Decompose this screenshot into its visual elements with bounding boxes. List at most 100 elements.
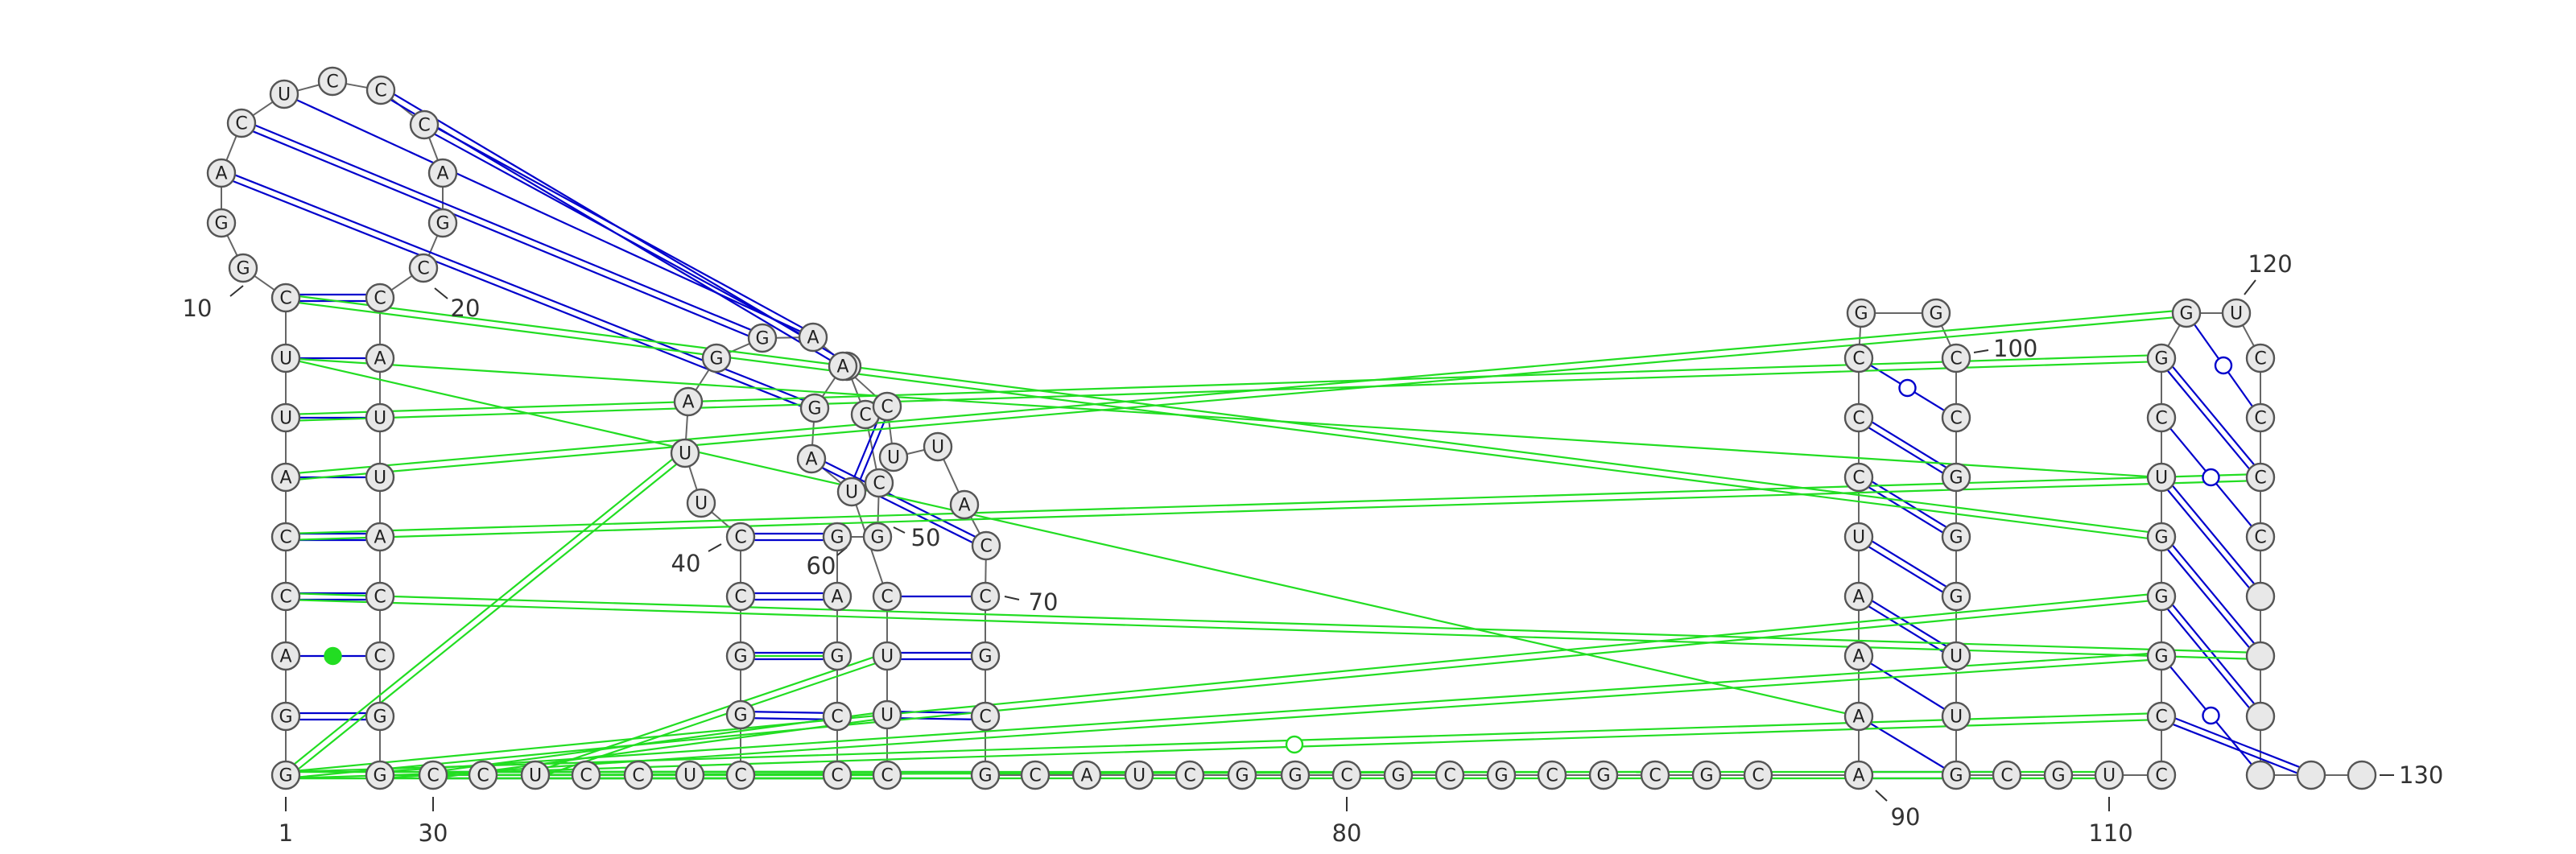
non-canonical-pair (299, 480, 2248, 541)
nucleotide: A (1843, 701, 1874, 732)
watson-crick-pair (1869, 722, 1946, 769)
non-canonical-pair (446, 712, 873, 771)
non-canonical-pair (299, 592, 2248, 654)
nucleotide: C (270, 581, 301, 612)
nucleotide: C (970, 701, 1001, 732)
nucleotide: G (1941, 760, 1971, 790)
nucleotide-letter: U (2155, 468, 2168, 489)
nucleotide: C (725, 581, 756, 612)
nucleotide-letter: C (2155, 409, 2167, 429)
watson-crick-pair (1872, 540, 1947, 588)
nucleotide: C (1743, 760, 1773, 790)
numbering-tick (1973, 349, 1989, 353)
nucleotide: U (878, 442, 909, 472)
nucleotide-letter: C (279, 289, 291, 309)
nucleotide: G (2146, 522, 2177, 552)
nucleotide-letter: C (881, 398, 893, 418)
numbering-tick (893, 526, 906, 534)
base-pair-lines (232, 93, 2301, 780)
nucleotide: G (725, 641, 756, 671)
nucleotide: G (2146, 581, 2177, 612)
nucleotide: A (1843, 641, 1874, 671)
nucleotide-letter: G (2154, 647, 2168, 667)
nucleotide: A (365, 522, 395, 552)
numbering-label-70: 70 (1029, 588, 1059, 616)
watson-crick-pair (1872, 421, 1947, 468)
watson-crick-pair (1868, 486, 1943, 534)
numbering-label-60: 60 (807, 552, 836, 580)
nucleotide-letter: A (279, 647, 291, 667)
backbone-segment (906, 448, 925, 456)
nucleotide: C (725, 760, 756, 790)
nucleotide-letter: C (2155, 766, 2167, 786)
nucleotide-letter: U (881, 647, 894, 667)
watson-crick-pair (437, 127, 803, 329)
nucleotide: A (1071, 760, 1102, 790)
nucleotide: G (747, 323, 778, 353)
nucleotide-letter: C (1852, 468, 1864, 489)
watson-crick-pair (1872, 481, 1947, 528)
nucleotide-letter: A (1852, 708, 1864, 728)
nucleotide: C (2146, 402, 2177, 433)
backbone-segment (225, 135, 237, 161)
backbone-segment (254, 274, 275, 291)
numbering-tick (708, 543, 722, 552)
nucleotide-letter: U (2103, 766, 2116, 786)
nucleotide-letter: A (374, 349, 386, 369)
non-canonical-pair (299, 302, 2148, 539)
nucleotide: C (970, 581, 1001, 612)
nucleotide: A (206, 158, 237, 188)
nucleotide: U (269, 79, 299, 109)
nucleotide-letter: C (979, 708, 991, 728)
nucleotide-letter: C (1029, 766, 1041, 786)
nucleotide-letter: C (2254, 468, 2266, 489)
nucleotide: C (1537, 760, 1567, 790)
backbone-segment (695, 369, 710, 391)
nucleotide (2296, 760, 2326, 790)
nucleotide: C (365, 75, 396, 105)
nucleotide-letter: A (807, 328, 819, 349)
watson-crick-pair (824, 461, 976, 538)
nucleotide-letter: C (374, 588, 386, 608)
nucleotide: G (270, 701, 301, 732)
nucleotide: C (270, 283, 301, 313)
watson-crick-pair (1868, 605, 1943, 653)
non-canonical-pair (394, 659, 2149, 778)
nucleotide-letter: U (887, 448, 900, 468)
watson-crick-pair (1868, 427, 1943, 474)
nucleotide-letter: U (279, 349, 292, 369)
nucleotide-letter: G (1596, 766, 1610, 786)
nucleotide-letter: C (2254, 528, 2266, 548)
nucleotide-letter: G (830, 647, 844, 667)
non-canonical-pair (299, 599, 2247, 660)
nucleotide-letter: U (2230, 304, 2243, 324)
backbone-segment (345, 83, 368, 89)
nucleotide (2245, 581, 2276, 612)
nucleotide-letter: C (734, 766, 746, 786)
nucleotide (2245, 701, 2276, 732)
nucleotide-letter: G (214, 214, 228, 234)
backbone-segment (252, 101, 274, 117)
watson-crick-pair (852, 417, 880, 479)
nucleotide-letter: G (830, 528, 844, 548)
nucleotide: U (670, 438, 700, 468)
nucleotide-letter: G (1235, 766, 1249, 786)
nucleotide-letter: U (278, 85, 291, 105)
nucleotide: A (270, 641, 301, 671)
nucleotide-letter: C (859, 406, 871, 426)
nucleotide-letter: U (1950, 708, 1963, 728)
nucleotide-letter: C (1852, 409, 1864, 429)
nucleotide: G (1941, 522, 1971, 552)
nucleotide: C (270, 522, 301, 552)
backbone-segment (888, 419, 893, 444)
watson-crick-pair (2172, 604, 2256, 705)
nucleotide-letter: A (831, 588, 843, 608)
watson-crick-pair (252, 130, 749, 337)
nucleotide: C (1174, 760, 1205, 790)
nucleotide-letter: G (236, 259, 250, 279)
backbone-segment (2167, 324, 2181, 347)
nucleotide: C (850, 399, 881, 430)
nucleotide: G (365, 701, 395, 732)
nucleotide: C (2245, 343, 2276, 373)
